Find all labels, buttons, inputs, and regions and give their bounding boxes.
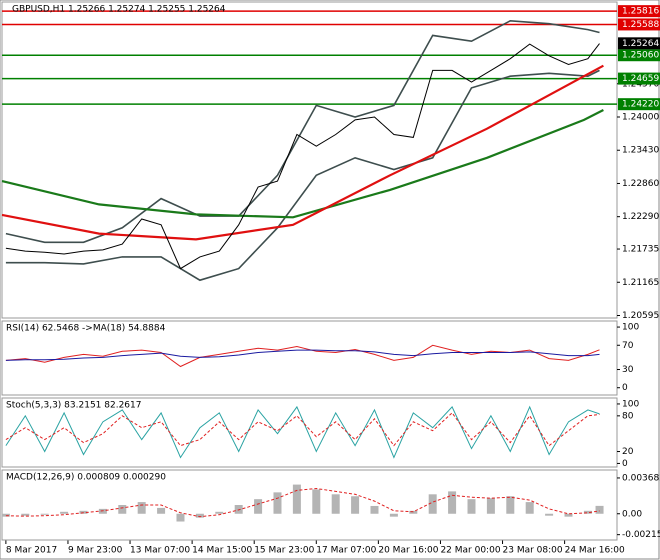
histogram-bar — [351, 496, 360, 514]
panel — [1, 320, 618, 396]
y-tick-label: 0.00 — [622, 509, 642, 519]
x-tick-label: 23 Mar 08:00 — [503, 546, 563, 556]
y-tick-label: 80 — [622, 411, 634, 421]
level-box — [618, 49, 660, 62]
histogram-bar — [176, 513, 185, 522]
histogram-bar — [118, 505, 127, 514]
y-tick-label: 1.21165 — [622, 278, 659, 288]
y-tick-label: 100 — [622, 323, 639, 333]
x-tick-label: 15 Mar 23:00 — [254, 546, 314, 556]
last-price-box — [618, 37, 660, 50]
panel — [1, 469, 618, 541]
x-tick-label: 24 Mar 16:00 — [565, 546, 625, 556]
series-line — [1, 64, 604, 241]
last-price-label: 1.25264 — [622, 39, 659, 49]
y-tick-label: 1.24000 — [622, 113, 659, 123]
panel-title: MACD(12,26,9) 0.000809 0.000290 — [6, 473, 166, 483]
histogram-bar — [331, 494, 340, 514]
histogram-bar — [234, 505, 243, 514]
y-tick-label: 0 — [622, 459, 628, 469]
level-label: 1.25816 — [622, 7, 659, 17]
histogram-bar — [389, 513, 398, 517]
x-tick-label: 14 Mar 15:00 — [192, 546, 252, 556]
histogram-bar — [545, 513, 554, 516]
x-tick-label: 9 Mar 23:00 — [68, 546, 123, 556]
y-tick-label: 30 — [622, 365, 634, 375]
y-tick-label: 1.20595 — [622, 311, 659, 321]
histogram-bar — [448, 491, 457, 514]
y-tick-label: 1.23430 — [622, 146, 659, 156]
series-line — [5, 405, 600, 459]
panel-title: Stoch(5,3,3) 83.2151 82.2617 — [6, 401, 141, 411]
histogram-bar — [292, 484, 301, 514]
histogram-bar — [525, 502, 534, 514]
histogram-bar — [486, 498, 495, 514]
histogram-bar — [506, 496, 515, 514]
histogram-bar — [273, 492, 282, 514]
y-tick-label: 1.22290 — [622, 212, 659, 222]
x-tick-label: 17 Mar 07:00 — [316, 546, 376, 556]
histogram-bar — [370, 505, 379, 514]
histogram-bar — [564, 513, 573, 517]
x-tick-label: 20 Mar 16:00 — [378, 546, 438, 556]
panel — [1, 1, 618, 319]
x-tick-label: 13 Mar 07:00 — [130, 546, 190, 556]
histogram-bar — [312, 489, 321, 514]
y-tick-label: 100 — [622, 399, 639, 409]
level-box — [618, 98, 660, 111]
histogram-bar — [254, 499, 263, 514]
y-tick-label: -0.002151 — [622, 530, 660, 540]
series-line — [5, 69, 600, 282]
histogram-bar — [1, 513, 10, 517]
y-tick-label: 20 — [622, 447, 634, 457]
y-tick-label: 1.21735 — [622, 245, 659, 255]
series-line — [5, 43, 600, 270]
level-label: 1.25588 — [622, 20, 659, 30]
y-tick-label: 70 — [622, 341, 634, 351]
histogram-bar — [428, 494, 437, 514]
series-line — [1, 109, 604, 219]
level-label: 1.24220 — [622, 100, 659, 110]
histogram-bar — [595, 505, 604, 514]
level-box — [618, 18, 660, 31]
y-tick-label: 0 — [622, 383, 628, 393]
panel-title: GBPUSD,H1 1.25266 1.25274 1.25255 1.2526… — [12, 5, 226, 15]
x-tick-label: 22 Mar 00:00 — [440, 546, 500, 556]
histogram-bar — [98, 508, 107, 514]
y-tick-label: 1.22860 — [622, 179, 659, 189]
series-line — [5, 349, 600, 361]
series-line — [5, 487, 600, 518]
level-box — [618, 5, 660, 18]
histogram-bar — [137, 502, 146, 514]
histogram-bar — [60, 511, 69, 514]
histogram-bar — [195, 513, 204, 518]
histogram-bar — [467, 499, 476, 514]
histogram-bar — [215, 511, 224, 514]
y-tick-label: 0.003682 — [622, 473, 660, 483]
level-label: 1.24659 — [622, 74, 659, 84]
x-tick-label: 8 Mar 2017 — [6, 546, 57, 556]
panel — [1, 397, 618, 468]
histogram-bar — [79, 510, 88, 514]
histogram-bar — [157, 507, 166, 514]
level-box — [618, 72, 660, 85]
series-line — [5, 412, 600, 447]
histogram-bar — [21, 513, 30, 516]
histogram-bar — [583, 510, 592, 514]
histogram-bar — [40, 513, 49, 515]
level-label: 1.25060 — [622, 51, 659, 61]
panel-title: RSI(14) 62.5468 ->MA(18) 54.8884 — [6, 324, 166, 334]
series-line — [5, 19, 600, 244]
